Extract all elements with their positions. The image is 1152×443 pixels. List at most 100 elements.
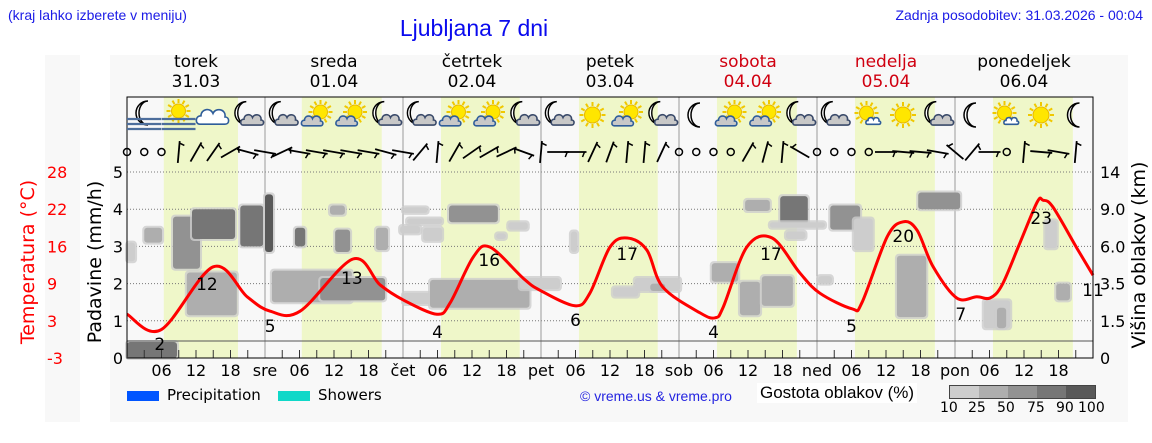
cloud-cell: [294, 227, 306, 247]
sun-ray: [1044, 122, 1049, 127]
weather-icon-cloud: [195, 108, 230, 125]
wind-barb-shaft: [435, 140, 440, 164]
wind-barb-tick: [390, 153, 396, 160]
wind-barb-tick: [995, 151, 1000, 158]
sun-ray: [580, 107, 586, 112]
weather-icon-moon-cloud: [406, 100, 437, 126]
density-step-75: [1037, 386, 1066, 398]
wind-calm-icon: [812, 147, 822, 157]
wind-barb-icon: [305, 149, 328, 159]
wind-barb-icon: [236, 148, 259, 160]
wind-barb-shaft: [926, 149, 949, 155]
cloud-cell: [739, 281, 761, 316]
temp-tick-label: -3: [47, 349, 63, 368]
temperature-value-label: 17: [760, 245, 782, 265]
weather-icon-sun-cloud: [438, 100, 471, 127]
wind-barb-icon: [1022, 140, 1030, 164]
weather-icon-moon: [1066, 102, 1080, 128]
copyright-link[interactable]: © vreme.us & vreme.pro: [580, 388, 732, 404]
sun-ray: [451, 101, 456, 106]
sun-ray: [323, 101, 328, 106]
cloud-cell: [449, 205, 498, 223]
temp-tick-label: 9: [47, 275, 57, 294]
cloud-icon: [791, 113, 817, 126]
precip-tick-label: 5: [113, 163, 123, 182]
wind-calm-icon: [157, 147, 166, 157]
weather-icon-moon-cloud: [510, 100, 541, 126]
sun-ray: [891, 107, 896, 112]
sun-ray: [323, 118, 328, 123]
wind-calm-icon: [864, 147, 873, 157]
sun-ray: [358, 101, 362, 106]
sun-ray: [637, 105, 642, 109]
wind-barb-shaft: [340, 149, 363, 155]
cloud-height-tick-label: 14: [1100, 163, 1120, 182]
wind-calm-icon: [830, 147, 839, 157]
sun-ray: [464, 105, 470, 109]
time-tick-label: 12: [876, 361, 896, 380]
wind-barb-shaft: [513, 147, 535, 157]
temperature-value-label: 23: [1030, 209, 1052, 229]
wind-barb-icon: [448, 142, 464, 162]
sun-ray: [723, 105, 729, 109]
sun-ray: [634, 101, 638, 106]
wind-barb-icon: [323, 149, 345, 159]
sun-ray: [906, 103, 911, 108]
wind-barb-shaft: [789, 145, 810, 159]
cloud-cell: [711, 263, 739, 282]
sun-ray: [486, 101, 490, 106]
sun-ray: [580, 118, 586, 123]
wind-barb-tick: [1024, 142, 1030, 147]
wind-barb-shaft: [892, 150, 915, 154]
precipitation-legend-label: Precipitation: [167, 386, 261, 404]
wind-barb-shaft: [539, 140, 543, 164]
wind-barb-tick: [581, 151, 586, 158]
time-tick-label: 18: [1048, 361, 1068, 380]
cloud-cell: [853, 218, 873, 251]
day-label: torek 31.03: [171, 52, 221, 92]
wind-barb-icon: [761, 141, 773, 163]
cloud-cell: [400, 225, 421, 234]
temp-tick-label: 16: [47, 237, 67, 256]
cloud-cell: [407, 218, 443, 225]
cloud-cell: [508, 222, 528, 230]
sun-icon: [166, 99, 191, 123]
wind-barb-tick: [665, 143, 670, 149]
density-label: 25: [968, 400, 986, 416]
sun-ray: [1033, 122, 1038, 127]
density-label: 75: [1027, 400, 1045, 416]
wind-barb-shaft: [448, 142, 462, 162]
time-tick-label: 12: [738, 361, 758, 380]
sun-ray: [167, 114, 173, 118]
sun-ray: [772, 101, 776, 106]
cloud-cell: [612, 287, 639, 297]
precip-tick-label: 0: [113, 349, 123, 368]
sun-ray: [167, 104, 173, 108]
wind-barb-icon: [357, 149, 380, 159]
wind-barb-icon: [1030, 150, 1053, 158]
weather-icon-sun: [1028, 102, 1054, 128]
sun-disc: [1032, 106, 1050, 124]
temp-tick-label: 3: [47, 312, 57, 331]
sun-ray: [361, 105, 366, 109]
cloud-icon: [438, 115, 462, 127]
wind-barb-icon: [642, 140, 651, 164]
time-tick-label: čet: [391, 361, 416, 380]
sun-icon: [992, 101, 1017, 125]
cloud-cell: [785, 231, 806, 239]
density-label: 10: [940, 400, 958, 416]
sun-ray: [1007, 102, 1012, 107]
wind-barb-shaft: [642, 140, 647, 164]
sun-ray: [1048, 118, 1053, 123]
wind-barb-tick: [977, 144, 982, 151]
time-tick-label: ned: [802, 361, 832, 380]
wind-barb-tick: [199, 143, 205, 149]
wind-barb-shaft: [780, 140, 785, 164]
sun-icon: [579, 102, 606, 128]
cloud-icon: [300, 115, 324, 127]
wind-barb-tick: [478, 146, 482, 153]
sun-ray: [1029, 118, 1034, 123]
sun-ray: [855, 116, 861, 120]
wind-barb-tick: [596, 143, 601, 149]
precipitation-axis-title: Padavine (mm/h): [84, 180, 106, 344]
